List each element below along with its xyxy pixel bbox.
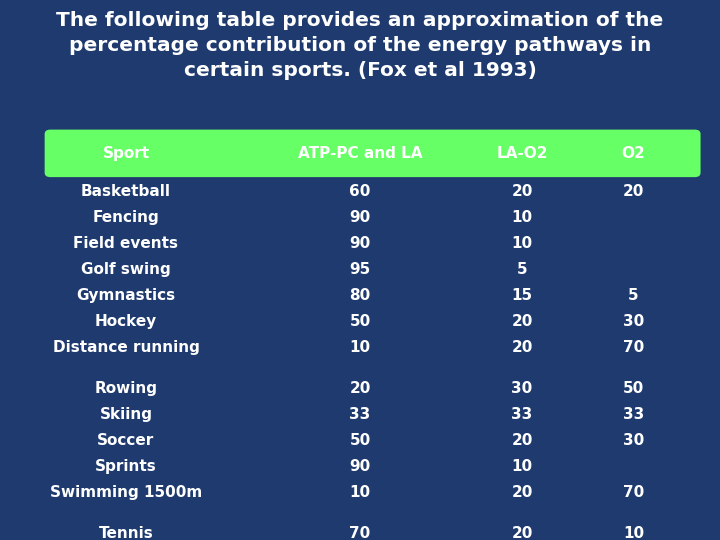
- Text: 30: 30: [623, 433, 644, 448]
- Text: 50: 50: [623, 381, 644, 396]
- Text: The following table provides an approximation of the
percentage contribution of : The following table provides an approxim…: [56, 11, 664, 80]
- Text: 15: 15: [511, 288, 533, 303]
- Text: 70: 70: [623, 340, 644, 355]
- Text: 20: 20: [511, 484, 533, 500]
- Text: Sport: Sport: [102, 146, 150, 161]
- Text: 50: 50: [349, 314, 371, 329]
- Text: Tennis: Tennis: [99, 525, 153, 540]
- Text: Swimming 1500m: Swimming 1500m: [50, 484, 202, 500]
- Text: 33: 33: [349, 407, 371, 422]
- Text: 20: 20: [511, 314, 533, 329]
- Text: 20: 20: [623, 184, 644, 199]
- Text: Gymnastics: Gymnastics: [76, 288, 176, 303]
- Text: 10: 10: [511, 236, 533, 251]
- Text: 33: 33: [511, 407, 533, 422]
- Text: 70: 70: [349, 525, 371, 540]
- Text: Hockey: Hockey: [95, 314, 157, 329]
- Text: 10: 10: [511, 458, 533, 474]
- Text: Soccer: Soccer: [97, 433, 155, 448]
- Text: LA-O2: LA-O2: [496, 146, 548, 161]
- Text: 80: 80: [349, 288, 371, 303]
- Text: 50: 50: [349, 433, 371, 448]
- Text: 5: 5: [629, 288, 639, 303]
- Text: 10: 10: [349, 340, 371, 355]
- Text: 30: 30: [511, 381, 533, 396]
- Text: 20: 20: [349, 381, 371, 396]
- Text: Golf swing: Golf swing: [81, 262, 171, 277]
- Text: 20: 20: [511, 433, 533, 448]
- Text: Field events: Field events: [73, 236, 179, 251]
- Text: 60: 60: [349, 184, 371, 199]
- Text: Skiing: Skiing: [99, 407, 153, 422]
- Text: 10: 10: [349, 484, 371, 500]
- Text: Rowing: Rowing: [94, 381, 158, 396]
- Text: 95: 95: [349, 262, 371, 277]
- Text: Distance running: Distance running: [53, 340, 199, 355]
- FancyBboxPatch shape: [45, 130, 701, 177]
- Text: O2: O2: [622, 146, 645, 161]
- Text: 90: 90: [349, 236, 371, 251]
- Text: 10: 10: [511, 210, 533, 225]
- Text: 30: 30: [623, 314, 644, 329]
- Text: 20: 20: [511, 340, 533, 355]
- Text: 70: 70: [623, 484, 644, 500]
- Text: 90: 90: [349, 458, 371, 474]
- Text: 10: 10: [623, 525, 644, 540]
- Text: 33: 33: [623, 407, 644, 422]
- Text: 20: 20: [511, 184, 533, 199]
- Text: Fencing: Fencing: [93, 210, 159, 225]
- Text: 5: 5: [517, 262, 527, 277]
- Text: Sprints: Sprints: [95, 458, 157, 474]
- Text: Basketball: Basketball: [81, 184, 171, 199]
- Text: 20: 20: [511, 525, 533, 540]
- Text: 90: 90: [349, 210, 371, 225]
- Text: ATP-PC and LA: ATP-PC and LA: [298, 146, 422, 161]
